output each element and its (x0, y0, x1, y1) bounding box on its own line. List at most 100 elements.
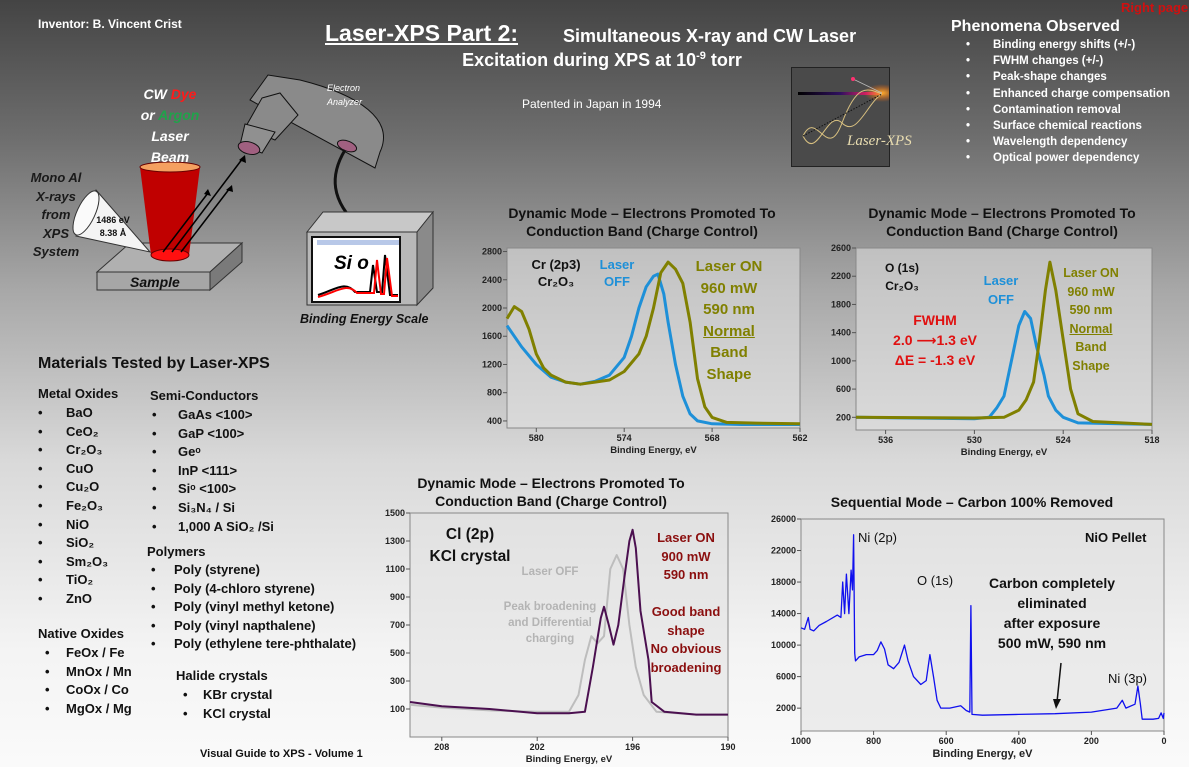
bullet-icon: • (152, 407, 157, 422)
label-line: Good band (651, 604, 721, 619)
o-laser-on-label: Laser ON 960 mW 590 nm Normal Band Shape (1063, 264, 1119, 376)
cr-laser-off-label: Laser OFF (600, 256, 635, 290)
xray-source-label: Mono Al X-rays from XPS System (31, 169, 82, 262)
material-group-title: Polymers (147, 544, 206, 559)
y-tick-label: 1400 (831, 328, 851, 338)
material-group-title: Metal Oxides (38, 386, 119, 401)
y-tick-label: 2200 (831, 271, 851, 281)
bullet-icon: • (45, 682, 50, 698)
material-item: Poly (vinyl napthalene) (174, 617, 316, 633)
phenomena-item: FWHM changes (+/-) (966, 55, 1170, 71)
bullet-icon: • (152, 462, 157, 478)
bullet-icon: • (152, 444, 157, 460)
material-group-title: Semi-Conductors (150, 388, 259, 403)
laser-xps-logo: Laser-XPS (791, 67, 912, 167)
laser-xps-setup-diagram (72, 74, 435, 307)
material-item: Poly (styrene) (174, 562, 260, 577)
chart-title-line: Dynamic Mode – Electrons Promoted To (868, 205, 1136, 221)
y-tick-label: 600 (836, 384, 851, 394)
bullet-icon: • (38, 535, 43, 551)
cl-laser-off-label: Laser OFF (521, 566, 579, 578)
bullet-icon: • (151, 617, 156, 633)
x-tick-label: 202 (530, 742, 545, 752)
label-line: charging (525, 633, 575, 645)
chart-title-line: Conduction Band (Charge Control) (526, 223, 758, 239)
label-line: Shape (1072, 358, 1110, 373)
laser-label-dye: Dye (170, 86, 197, 102)
label-line: 590 nm (663, 567, 709, 582)
y-tick-label: 1100 (385, 564, 405, 574)
material-item: MnOx / Mn (66, 663, 132, 679)
series-line-spectrum (800, 534, 1165, 720)
laser-label-or: or (140, 107, 159, 123)
bullet-icon: • (38, 405, 43, 420)
phenomena-item: Wavelength dependency (966, 136, 1170, 152)
material-item: ZnO (66, 591, 92, 606)
compound-label: KCl crystal (429, 548, 511, 565)
material-item: FeOx / Fe (66, 645, 125, 660)
y-tick-label: 10000 (771, 640, 796, 650)
material-item: KBr crystal (203, 687, 273, 702)
laser-label-argon: Argon (158, 107, 200, 123)
material-item: CoOx / Co (66, 682, 129, 698)
label-line: 960 mW (1067, 284, 1115, 299)
y-tick-label: 22000 (771, 546, 796, 556)
compound-label: Cr₂O₃ (885, 279, 919, 293)
material-item: Si₃N₄ / Si (178, 500, 235, 515)
label-line: Shape (706, 365, 752, 383)
xray-label-line: from (41, 207, 71, 222)
label-line: after exposure (1003, 615, 1101, 631)
series-line-laser-on (409, 528, 728, 716)
label-line: Normal (1069, 321, 1113, 336)
page-title-rest: Simultaneous X-ray and CW Laser (563, 26, 857, 46)
y-tick-label: 900 (390, 592, 405, 602)
photoelectron-arrows (162, 157, 244, 253)
x-tick-label: 190 (720, 742, 735, 752)
fwhm-label: FWHM 2.0 ⟶1.3 eV ΔE = -1.3 eV (893, 310, 977, 370)
label-line: OFF (987, 292, 1014, 307)
plot-area (855, 247, 1153, 431)
ni3p-label: Ni (3p) (1108, 671, 1148, 686)
chart-title-line: Dynamic Mode – Electrons Promoted To (417, 475, 685, 491)
x-tick-label: 196 (625, 742, 640, 752)
analyzer-label-line: Analyzer (327, 97, 363, 107)
o1s-label: O (1s) (917, 573, 954, 588)
chart-title-line: Conduction Band (Charge Control) (435, 493, 667, 509)
xray-wavelength: 8.38 Å (99, 228, 127, 238)
right-page-label: Right page (1121, 0, 1189, 15)
peak-label: Cl (2p) (445, 526, 495, 543)
analyzer-label-line: Electron (327, 83, 361, 93)
x-axis-label: Binding Energy, eV (932, 748, 1033, 760)
bullet-icon: • (38, 498, 43, 513)
cl-peak-label: Cl (2p) KCl crystal (430, 524, 511, 568)
phenomena-item: Optical power dependency (966, 152, 1170, 168)
material-item: Geᵒ (178, 444, 201, 460)
material-item: Cu₂O (66, 479, 100, 495)
laser-wave-icon (798, 77, 900, 145)
bullet-icon: • (38, 591, 43, 606)
y-tick-label: 1500 (385, 508, 405, 518)
phenomena-item: Contamination removal (966, 104, 1170, 120)
label-line: Laser ON (657, 530, 715, 545)
x-axis-label: Binding Energy, eV (610, 445, 697, 456)
x-tick-label: 1000 (791, 736, 811, 746)
logo-text: Laser-XPS (847, 133, 912, 149)
material-item: TiO₂ (66, 572, 94, 588)
bullet-icon: • (38, 572, 43, 588)
x-axis-label: Binding Energy, eV (961, 447, 1048, 458)
label-line: Laser ON (1063, 266, 1119, 280)
y-tick-label: 26000 (771, 514, 796, 524)
laser-beam-cone (140, 167, 200, 255)
material-item: Poly (4-chloro styrene) (174, 580, 315, 596)
y-tick-label: 2000 (776, 703, 796, 713)
nio-pellet-label: NiO Pellet (1085, 530, 1147, 545)
sample-label: Sample (130, 274, 180, 290)
bullet-icon: • (152, 518, 157, 534)
bullet-icon: • (38, 442, 43, 458)
label-line: eliminated (1017, 595, 1087, 611)
x-tick-label: 518 (1144, 435, 1159, 445)
label-line: shape (667, 622, 705, 638)
series-line-laser-off (855, 310, 1153, 426)
laser-label-line: Laser (151, 128, 189, 144)
